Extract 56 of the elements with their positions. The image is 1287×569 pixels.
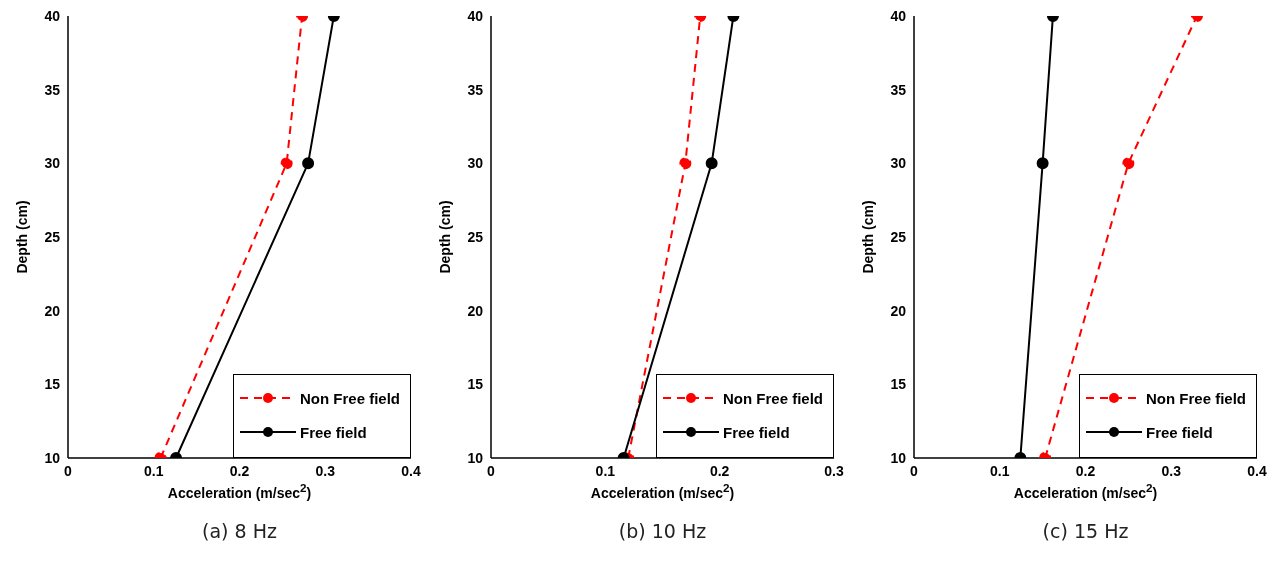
y-tick-label: 40 bbox=[44, 7, 61, 24]
text: (c) 15 Hz bbox=[1042, 520, 1129, 542]
y-axis-title: Depth (cm) bbox=[860, 200, 876, 274]
y-tick-label: 10 bbox=[44, 449, 61, 466]
legend-label: Free field bbox=[300, 423, 367, 441]
x-tick-label: 0 bbox=[64, 462, 73, 479]
x-tick-label: 0.2 bbox=[229, 462, 250, 479]
point bbox=[705, 157, 718, 170]
y-tick-label: 15 bbox=[890, 376, 907, 393]
x-tick-label: 0.4 bbox=[1247, 462, 1267, 479]
y-axis-title: Depth (cm) bbox=[14, 200, 30, 274]
point bbox=[679, 157, 692, 170]
y-tick-label: 40 bbox=[890, 7, 907, 24]
point bbox=[302, 157, 315, 170]
x-tick-label: 0.2 bbox=[709, 462, 730, 479]
y-tick-label: 30 bbox=[44, 155, 61, 172]
y-axis-title: Depth (cm) bbox=[437, 200, 453, 274]
x-tick-label: 0.2 bbox=[1075, 462, 1096, 479]
text: (b) 10 Hz bbox=[618, 520, 707, 542]
x-axis-title: Acceleration (m/sec$^{2}$) bbox=[590, 481, 735, 501]
y-tick-label: 25 bbox=[44, 228, 61, 245]
y-tick-label: 15 bbox=[44, 376, 61, 393]
x-tick-label: 0 bbox=[910, 462, 919, 479]
x-tick-label: 0 bbox=[487, 462, 496, 479]
x-tick-label: 0.1 bbox=[595, 462, 616, 479]
y-tick-label: 35 bbox=[890, 81, 907, 98]
legend-label: Non Free field bbox=[723, 389, 824, 407]
legend-label: Non Free field bbox=[1146, 389, 1247, 407]
y-tick-label: 20 bbox=[467, 302, 484, 319]
y-tick-label: 20 bbox=[890, 302, 907, 319]
y-tick-label: 35 bbox=[44, 81, 61, 98]
y-tick-label: 25 bbox=[467, 228, 484, 245]
y-tick-label: 35 bbox=[467, 81, 484, 98]
y-tick-label: 25 bbox=[890, 228, 907, 245]
y-tick-label: 15 bbox=[467, 376, 484, 393]
point bbox=[1036, 157, 1049, 170]
x-tick-label: 0.3 bbox=[1161, 462, 1182, 479]
x-axis-title: Acceleration (m/sec$^{2}$) bbox=[167, 481, 312, 501]
x-axis-title: Acceleration (m/sec$^{2}$) bbox=[1013, 481, 1158, 501]
legend-label: Free field bbox=[723, 423, 790, 441]
y-tick-label: 20 bbox=[44, 302, 61, 319]
y-tick-label: 40 bbox=[467, 7, 484, 24]
point bbox=[280, 157, 293, 170]
y-tick-label: 30 bbox=[890, 155, 907, 172]
y-tick-label: 10 bbox=[467, 449, 484, 466]
x-tick-label: 0.3 bbox=[824, 462, 844, 479]
point bbox=[1122, 157, 1135, 170]
y-tick-label: 10 bbox=[890, 449, 907, 466]
x-tick-label: 0.4 bbox=[401, 462, 421, 479]
x-tick-label: 0.1 bbox=[990, 462, 1010, 479]
legend-label: Free field bbox=[1146, 423, 1213, 441]
legend-label: Non Free field bbox=[300, 389, 401, 407]
x-tick-label: 0.1 bbox=[144, 462, 164, 479]
text: (a) 8 Hz bbox=[202, 520, 277, 542]
y-tick-label: 30 bbox=[467, 155, 484, 172]
x-tick-label: 0.3 bbox=[315, 462, 336, 479]
